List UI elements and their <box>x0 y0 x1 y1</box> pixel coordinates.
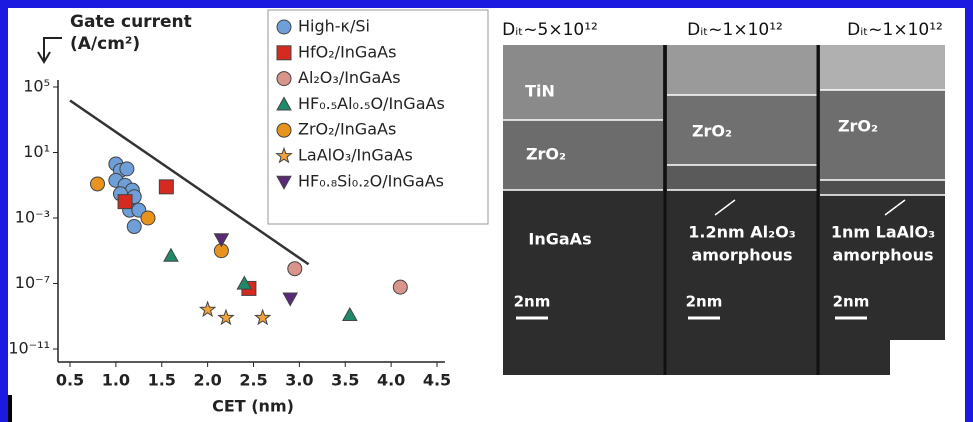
scale-label: 2nm <box>686 293 723 311</box>
figure: Gate current (A/cm²) CET (nm) Dᵢₜ~5×10¹²… <box>0 0 973 422</box>
legend-marker <box>277 72 291 86</box>
y-tick-label: 10¹ <box>23 142 50 161</box>
x-tick-label: 1.5 <box>148 371 176 390</box>
y-tick-label: 10⁻³ <box>15 208 50 227</box>
x-tick-label: 1.0 <box>102 371 130 390</box>
data-point <box>393 280 407 294</box>
image-label: InGaAs <box>528 230 591 249</box>
legend-marker <box>277 20 291 34</box>
image-label: amorphous <box>691 246 792 265</box>
tin-layer <box>667 45 817 95</box>
legend-label: HF₀.₈Si₀.₂O/InGaAs <box>298 171 444 190</box>
legend-marker <box>277 46 291 60</box>
x-tick-label: 3.5 <box>331 371 359 390</box>
legend-label: ZrO₂/InGaAs <box>298 120 396 139</box>
panel-header: Dᵢₜ~1×10¹² <box>847 20 943 40</box>
chart-title: Gate current <box>70 12 192 32</box>
x-tick-label: 4.5 <box>423 371 451 390</box>
legend-label: LaAlO₃/InGaAs <box>298 146 413 165</box>
data-point <box>91 177 105 191</box>
chart-subtitle: (A/cm²) <box>70 34 140 54</box>
scale-label: 2nm <box>514 293 551 311</box>
scale-label: 2nm <box>833 293 870 311</box>
image-label: ZrO₂ <box>692 122 732 141</box>
y-tick-label: 10⁻⁷ <box>15 273 50 292</box>
data-point <box>120 162 134 176</box>
panel-header: Dᵢₜ~1×10¹² <box>687 20 783 40</box>
x-tick-label: 3.0 <box>285 371 313 390</box>
x-tick-label: 2.0 <box>193 371 221 390</box>
zro2-layer <box>667 95 817 165</box>
laalo3-layer <box>820 180 945 195</box>
legend-label: HF₀.₅Al₀.₅O/InGaAs <box>298 94 445 113</box>
image-label: ZrO₂ <box>526 145 566 164</box>
data-point <box>118 195 132 209</box>
x-tick-label: 4.0 <box>377 371 405 390</box>
frame-mark <box>8 395 12 422</box>
panel-header: Dᵢₜ~5×10¹² <box>502 20 598 40</box>
tem-images: Dᵢₜ~5×10¹² TiN ZrO₂ InGaAs 2nm Dᵢₜ~1×10¹² ZrO₂… <box>502 20 945 375</box>
y-tick-label: 10⁵ <box>23 77 50 96</box>
image-label: TiN <box>525 82 555 101</box>
data-point <box>141 211 155 225</box>
legend-label: Al₂O₃/InGaAs <box>298 68 401 87</box>
x-axis-label: CET (nm) <box>212 397 294 416</box>
image-label: amorphous <box>832 246 933 265</box>
x-tick-label: 2.5 <box>239 371 267 390</box>
image-corner <box>890 340 945 375</box>
x-tick-label: 0.5 <box>56 371 84 390</box>
y-tick-label: 10⁻¹¹ <box>8 339 50 358</box>
legend-marker <box>277 123 291 137</box>
image-label: ZrO₂ <box>838 117 878 136</box>
data-point <box>159 180 173 194</box>
chart: Gate current (A/cm²) CET (nm) Dᵢₜ~5×10¹²… <box>0 0 973 422</box>
image-label: 1.2nm Al₂O₃ <box>688 223 795 242</box>
al2o3-layer <box>667 165 817 190</box>
data-point <box>288 262 302 276</box>
data-point <box>127 220 141 234</box>
tin-layer <box>820 45 945 90</box>
legend-label: High-κ/Si <box>298 17 370 36</box>
image-label: 1nm LaAlO₃ <box>831 223 935 242</box>
legend-label: HfO₂/InGaAs <box>298 42 396 61</box>
